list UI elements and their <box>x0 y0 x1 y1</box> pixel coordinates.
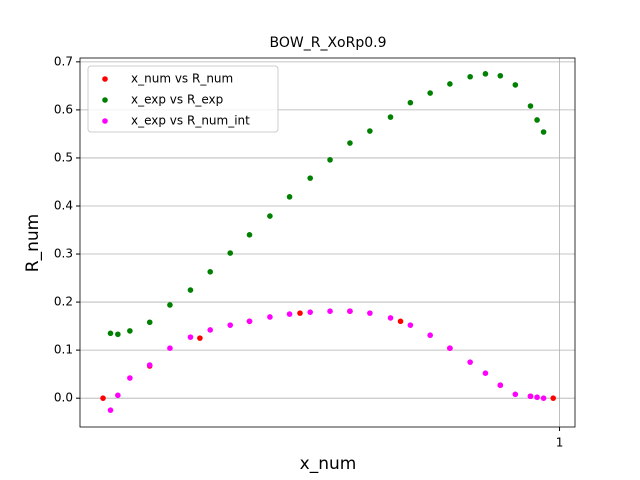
point <box>146 319 153 326</box>
point <box>482 370 489 376</box>
point <box>187 287 194 293</box>
point <box>197 335 203 341</box>
point <box>167 302 173 308</box>
legend-label: x_exp vs R_num_int <box>131 114 250 128</box>
point <box>427 332 433 339</box>
point <box>187 334 194 340</box>
point <box>127 328 133 334</box>
legend-label: x_exp vs R_exp <box>131 93 223 107</box>
y-axis-label: R_num <box>23 214 43 272</box>
y-tick-label: 0.1 <box>54 343 73 357</box>
y-tick-label: 0.7 <box>54 54 73 68</box>
point <box>540 129 547 135</box>
y-tick-label: 0.4 <box>54 198 73 212</box>
point <box>297 310 303 316</box>
point <box>497 72 504 79</box>
point <box>447 345 453 352</box>
legend-box <box>87 65 279 133</box>
point <box>246 232 253 238</box>
legend-marker <box>102 76 108 82</box>
point <box>100 395 106 401</box>
point <box>387 114 394 120</box>
point <box>512 82 519 88</box>
point <box>127 375 133 381</box>
point <box>286 311 293 317</box>
point <box>146 362 153 368</box>
point <box>207 327 214 333</box>
point <box>107 407 114 413</box>
point <box>167 345 173 352</box>
point <box>397 318 404 325</box>
point <box>447 81 453 87</box>
x-tick-label: 1 <box>556 436 564 450</box>
y-tick-label: 0.2 <box>54 295 73 309</box>
point <box>540 395 547 401</box>
point <box>407 99 414 106</box>
y-tick-label: 0.6 <box>54 102 73 116</box>
point <box>550 395 557 401</box>
point <box>427 90 433 96</box>
point <box>267 213 273 219</box>
point <box>227 250 234 256</box>
y-tick-label: 0.5 <box>54 150 73 164</box>
point <box>207 269 214 275</box>
point <box>227 322 234 328</box>
point <box>407 322 414 328</box>
point <box>347 140 353 146</box>
point <box>286 194 293 200</box>
point <box>307 175 313 181</box>
legend-label: x_num vs R_num <box>131 72 233 86</box>
chart-title: BOW_R_XoRp0.9 <box>270 35 387 51</box>
point <box>367 310 373 316</box>
point <box>497 382 504 388</box>
point <box>467 359 473 365</box>
point <box>527 103 534 109</box>
point <box>534 394 540 401</box>
point <box>267 314 273 320</box>
point <box>327 308 333 315</box>
point <box>115 331 121 338</box>
point <box>347 308 353 315</box>
y-tick-label: 0.3 <box>54 247 73 261</box>
point <box>467 73 473 80</box>
point <box>482 71 489 77</box>
plot-frame <box>79 57 576 428</box>
legend-marker <box>102 97 108 103</box>
x-axis-label: x_num <box>300 454 357 474</box>
point <box>115 392 121 399</box>
point <box>534 117 540 123</box>
point <box>387 315 394 321</box>
y-tick-label: 0.0 <box>54 391 73 405</box>
legend-marker <box>102 118 108 124</box>
point <box>512 391 519 398</box>
point <box>307 309 313 315</box>
point <box>367 128 373 134</box>
point <box>107 330 114 337</box>
point <box>527 393 534 400</box>
point <box>327 157 333 163</box>
point <box>246 318 253 325</box>
